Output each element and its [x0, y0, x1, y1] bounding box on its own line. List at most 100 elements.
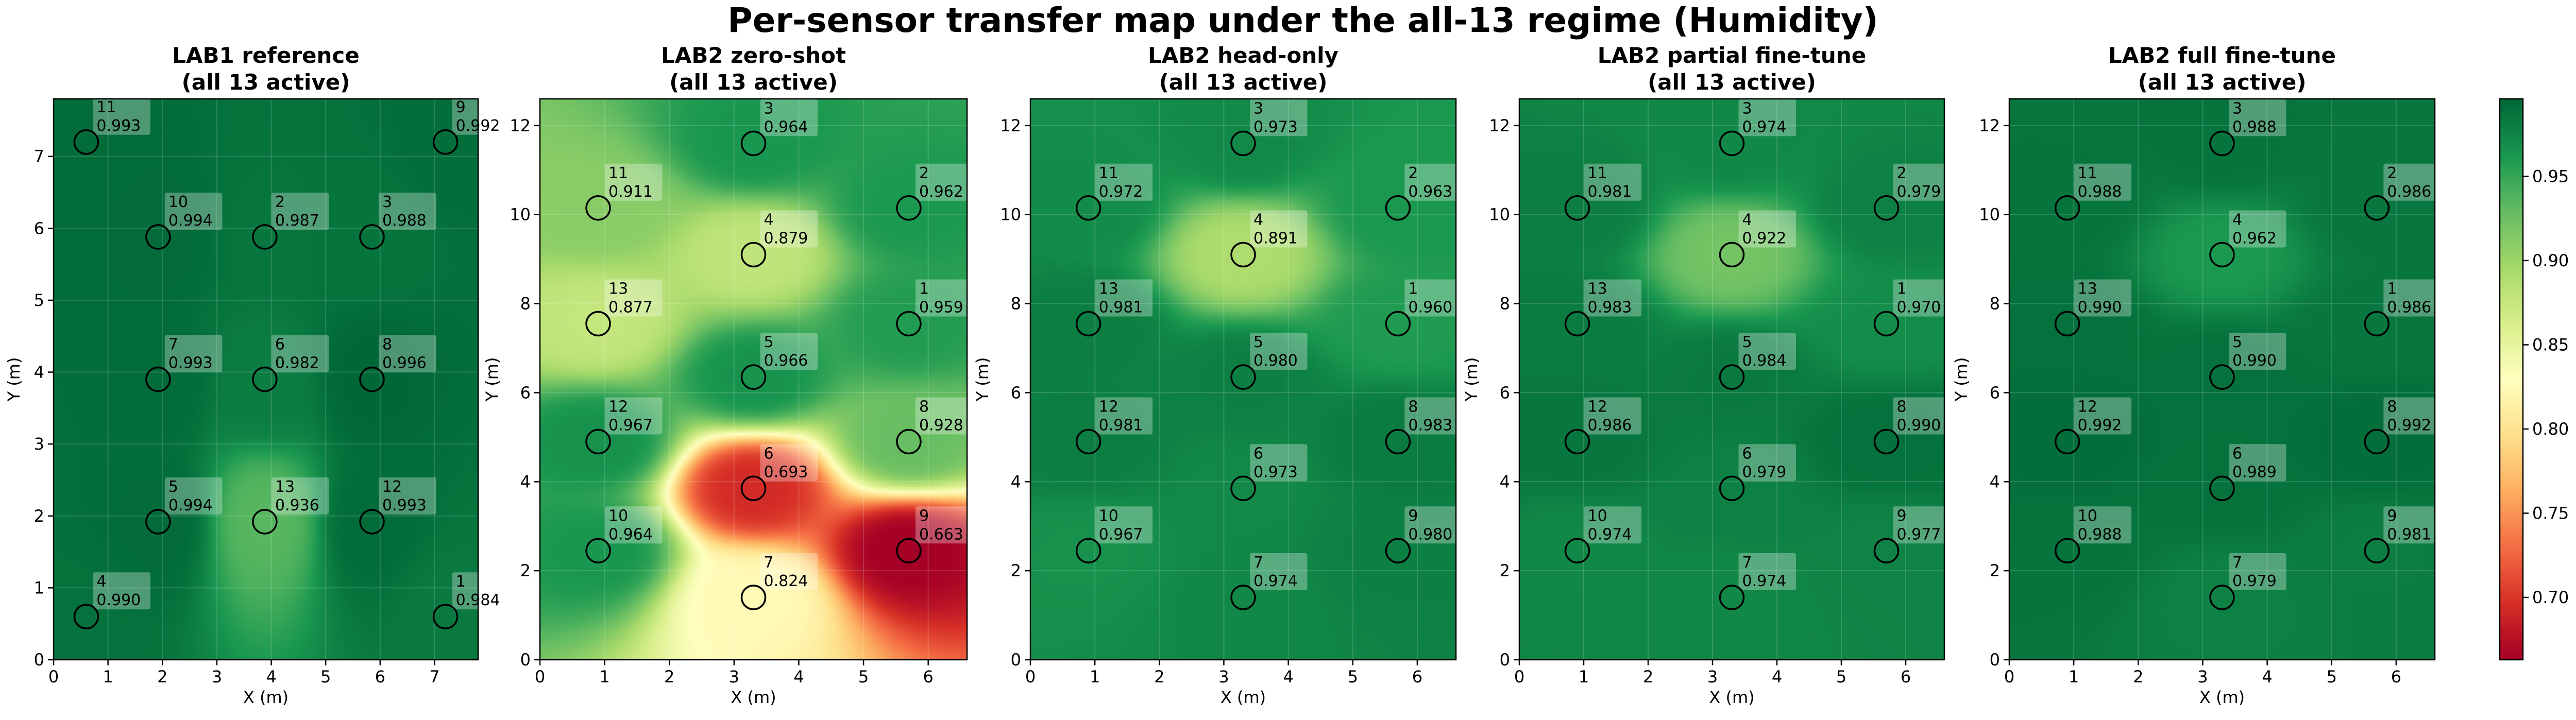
sensor-id-label: 8 [1408, 398, 1418, 416]
colorbar-tick-label: 0.90 [2532, 251, 2569, 270]
colorbar-tick-label: 0.85 [2532, 335, 2569, 354]
sensor-id-label: 3 [1253, 99, 1263, 117]
sensor-label-box [1893, 506, 1951, 544]
sensor-id-label: 6 [1253, 444, 1263, 462]
sensor-3: 30.988 [2209, 99, 2286, 157]
sensor-marker [1230, 242, 1256, 268]
y-tick-label: 6 [1990, 383, 2000, 402]
sensor-marker [145, 366, 171, 392]
sensor-id-label: 5 [2232, 333, 2242, 351]
sensor-1: 10.970 [1873, 279, 1951, 337]
sensor-label-box [1584, 397, 1641, 435]
sensor-r2-label: 0.967 [608, 417, 653, 435]
sensor-id-label: 12 [382, 478, 402, 496]
sensor-r2-label: 0.987 [275, 212, 319, 230]
sensor-r2-label: 0.979 [2232, 572, 2277, 590]
sensor-label-box [1584, 163, 1641, 201]
sensor-7: 70.974 [1230, 553, 1308, 610]
sensor-11: 110.911 [585, 163, 663, 221]
x-tick-label: 5 [1348, 667, 1358, 687]
heatmap-field [54, 99, 478, 660]
axes-frame [1518, 98, 1945, 661]
sensor-5: 50.994 [145, 477, 223, 535]
sensor-id-label: 9 [2387, 507, 2397, 525]
sensor-2: 20.963 [1385, 163, 1462, 221]
x-tick-label: 3 [1218, 667, 1229, 687]
sensor-id-label: 8 [2387, 398, 2397, 416]
x-axis-label: X (m) [2199, 688, 2245, 707]
sensor-label-box [915, 163, 973, 201]
panel-title: (all 13 active) [1159, 70, 1328, 95]
sensor-marker [1564, 538, 1590, 563]
sensor-label-box [605, 163, 663, 201]
y-tick-label: 6 [34, 218, 44, 238]
sensor-r2-label: 0.986 [2387, 298, 2431, 316]
y-tick-label: 4 [34, 363, 44, 382]
sensor-id-label: 12 [1588, 398, 1607, 416]
sensor-label-box [379, 335, 436, 372]
sensor-label-box [760, 333, 818, 370]
sensor-12: 120.993 [359, 477, 436, 535]
sensor-12: 120.981 [1075, 397, 1153, 455]
sensor-id-label: 4 [96, 573, 106, 591]
sensor-id-label: 10 [1099, 507, 1118, 525]
sensor-7: 70.993 [145, 335, 223, 392]
sensor-label-box [760, 553, 818, 590]
sensor-label-box [1404, 397, 1462, 435]
sensor-r2-label: 0.663 [919, 525, 963, 543]
sensor-r2-label: 0.967 [1099, 525, 1143, 543]
x-tick-label: 2 [664, 667, 674, 687]
sensor-id-label: 6 [1742, 444, 1752, 462]
sensor-4: 40.990 [73, 572, 150, 629]
sensor-4: 40.962 [2209, 210, 2286, 268]
sensor-marker [740, 585, 767, 610]
x-tick-label: 0 [1025, 667, 1036, 687]
sensor-13: 130.990 [2054, 279, 2132, 337]
panel-4: 30.974110.98120.97940.922130.98310.97050… [1462, 43, 1951, 707]
y-tick-label: 6 [1011, 383, 1021, 402]
sensor-r2-label: 0.988 [2078, 525, 2122, 543]
y-tick-label: 10 [1489, 205, 1510, 225]
sensor-marker [252, 509, 278, 535]
sensor-id-label: 9 [1897, 507, 1907, 525]
sensor-label-box [164, 335, 223, 372]
y-tick-label: 4 [1990, 472, 2000, 491]
sensor-5: 50.966 [740, 333, 818, 390]
sensor-10: 100.994 [145, 193, 223, 250]
sensor-label-box [1893, 397, 1951, 435]
sensor-id-label: 4 [2232, 211, 2242, 229]
sensor-id-label: 11 [1588, 164, 1607, 182]
sensor-r2-label: 0.824 [764, 572, 808, 590]
y-tick-label: 2 [520, 561, 531, 580]
sensor-label-box [271, 335, 329, 372]
y-tick-label: 8 [1011, 294, 1021, 314]
sensor-id-label: 4 [1253, 211, 1263, 229]
sensor-id-label: 10 [168, 193, 188, 211]
sensor-marker [1385, 428, 1411, 455]
sensor-marker [740, 364, 767, 390]
sensor-id-label: 13 [2078, 280, 2097, 298]
panel-2: 30.964110.91120.96240.879130.87710.95950… [482, 43, 973, 707]
sensor-1: 10.986 [2364, 279, 2441, 337]
sensor-13: 130.936 [252, 477, 329, 535]
sensor-13: 130.983 [1564, 279, 1641, 337]
sensor-id-label: 5 [764, 333, 774, 351]
sensor-label-box [2229, 210, 2286, 248]
sensor-marker [2364, 428, 2390, 455]
sensor-id-label: 9 [456, 98, 466, 116]
sensor-id-label: 5 [1253, 333, 1263, 351]
y-tick-label: 4 [520, 472, 531, 491]
sensor-1: 10.960 [1385, 279, 1462, 337]
sensor-marker [585, 311, 611, 337]
sensor-id-label: 13 [608, 280, 628, 298]
sensor-label-box [605, 397, 663, 435]
sensor-id-label: 7 [764, 554, 774, 572]
sensor-label-box [1738, 553, 1796, 590]
sensor-r2-label: 0.959 [919, 298, 963, 316]
sensor-id-label: 6 [275, 336, 285, 354]
sensor-9: 90.992 [432, 97, 510, 155]
x-axis-label: X (m) [1221, 688, 1266, 707]
sensor-id-label: 6 [2232, 444, 2242, 462]
sensor-r2-label: 0.980 [1253, 352, 1298, 370]
sensor-1: 10.984 [432, 572, 510, 629]
